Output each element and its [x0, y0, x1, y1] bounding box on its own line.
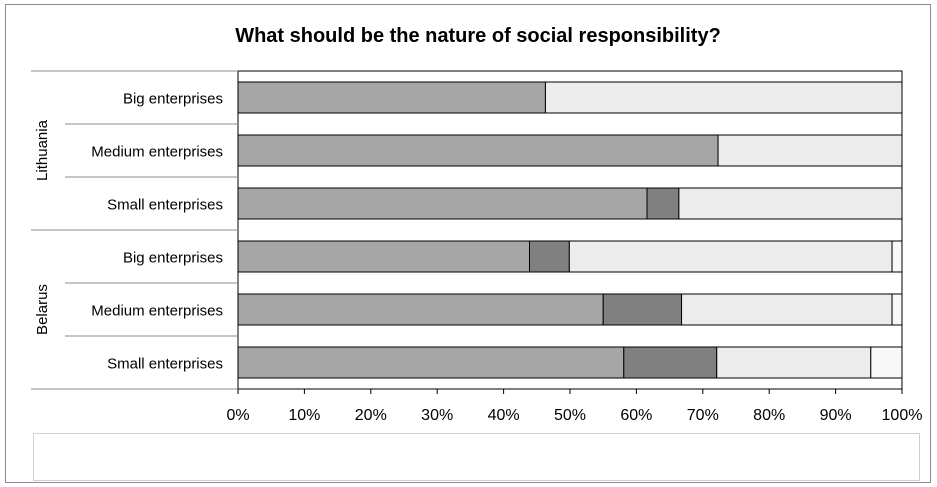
- bar-segment: [237, 240, 530, 273]
- x-tick-label: 80%: [753, 407, 785, 424]
- category-label: Big enterprises: [123, 91, 223, 108]
- bar-segment: [870, 346, 903, 379]
- legend: [33, 433, 920, 481]
- bar-segment: [716, 346, 872, 379]
- bar-segment: [623, 346, 718, 379]
- category-label: Small enterprises: [107, 356, 223, 373]
- x-tick-label: 40%: [488, 407, 520, 424]
- bar-segment: [237, 346, 625, 379]
- category-label: Medium enterprises: [91, 303, 223, 320]
- group-label: Lithuania: [34, 119, 51, 181]
- x-tick-label: 0%: [226, 407, 249, 424]
- bar-segment: [568, 240, 893, 273]
- chart-title: What should be the nature of social resp…: [235, 25, 721, 47]
- x-tick-label: 70%: [687, 407, 719, 424]
- bar-segment: [717, 134, 903, 167]
- bar-segment: [237, 187, 648, 220]
- bar-segment: [237, 293, 604, 326]
- x-tick-label: 30%: [421, 407, 453, 424]
- x-tick-label: 20%: [355, 407, 387, 424]
- bar-segment: [646, 187, 680, 220]
- bar-segment: [602, 293, 683, 326]
- category-label: Medium enterprises: [91, 144, 223, 161]
- x-tick-label: 100%: [882, 407, 923, 424]
- x-tick-label: 10%: [288, 407, 320, 424]
- bar-segment: [237, 81, 546, 114]
- x-tick-label: 90%: [820, 407, 852, 424]
- bar-segment: [528, 240, 570, 273]
- plot-border: [237, 70, 903, 390]
- bar-segment: [678, 187, 903, 220]
- bar-segment: [891, 293, 903, 326]
- group-label: Belarus: [34, 284, 51, 335]
- x-tick-label: 50%: [554, 407, 586, 424]
- category-label: Big enterprises: [123, 250, 223, 267]
- bar-segment: [681, 293, 893, 326]
- bar-segment: [891, 240, 903, 273]
- category-label: Small enterprises: [107, 197, 223, 214]
- plot-area: Big enterprises Medium enterprises Small e…: [31, 70, 923, 464]
- bar-segment: [237, 134, 719, 167]
- x-tick-label: 60%: [620, 407, 652, 424]
- bar-segment: [544, 81, 903, 114]
